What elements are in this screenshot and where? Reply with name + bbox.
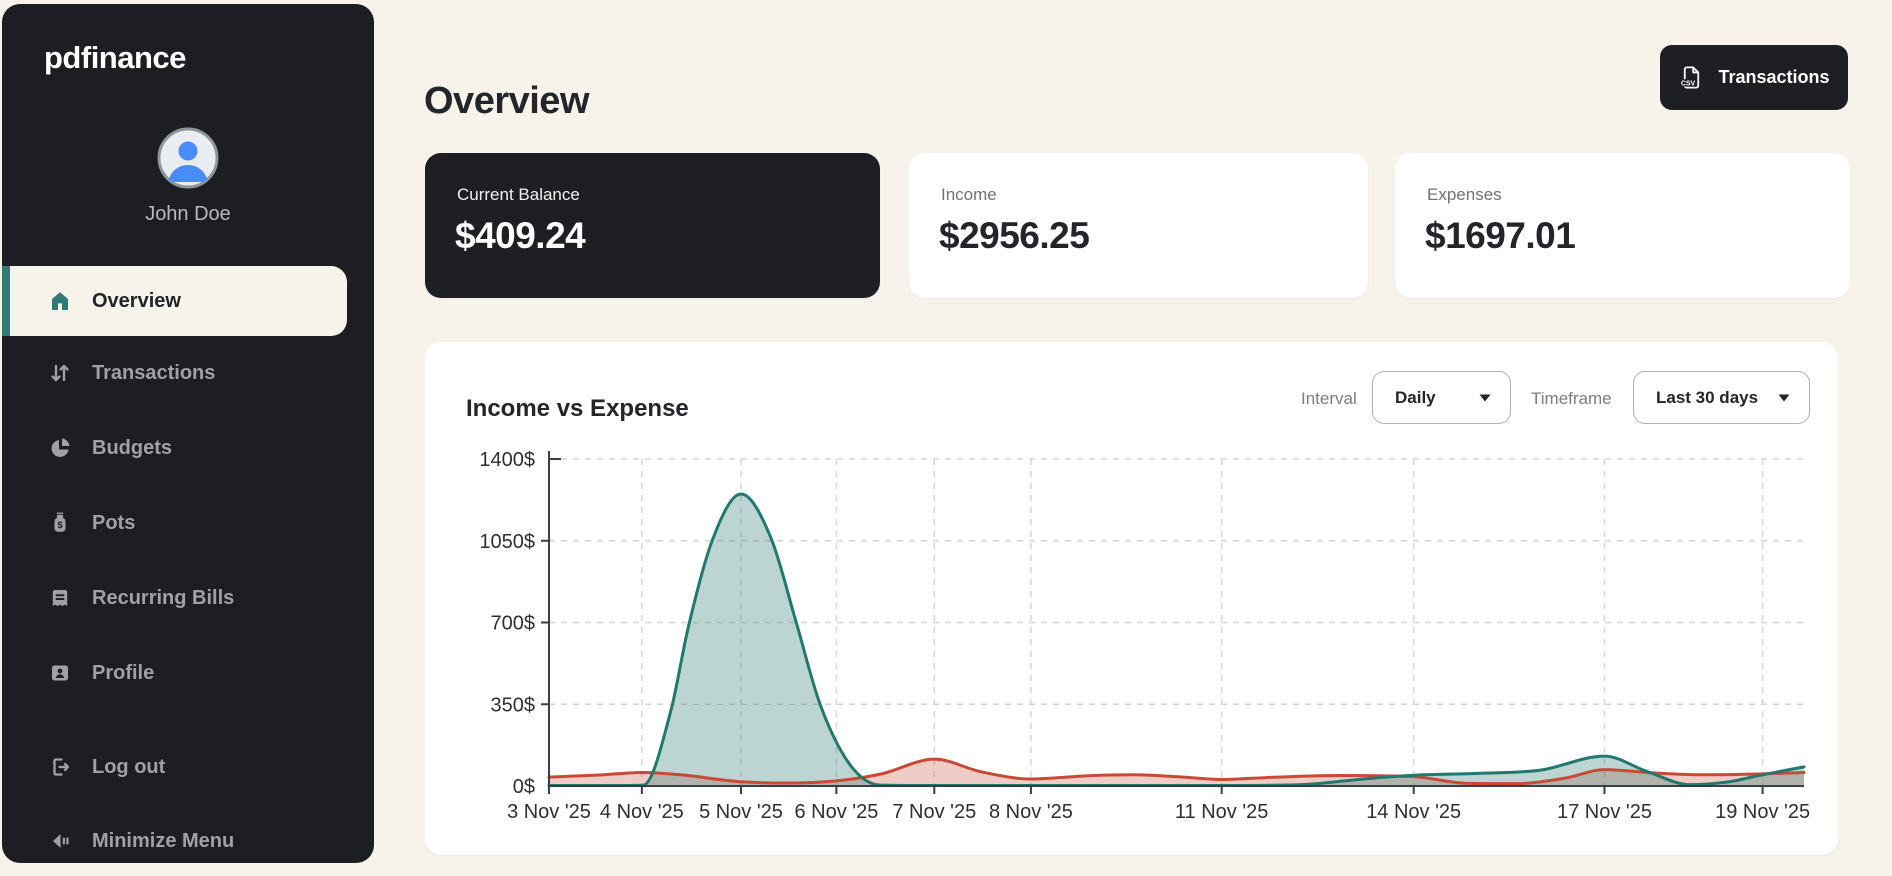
y-tick-label: 0$	[513, 776, 535, 798]
sidebar-item-budgets[interactable]: Budgets	[2, 413, 347, 483]
x-tick-label: 19 Nov '25	[1715, 801, 1810, 823]
card-label: Current Balance	[457, 185, 580, 204]
page-title: Overview	[424, 80, 590, 123]
card-value: $2956.25	[939, 215, 1090, 256]
id-card-icon	[52, 665, 68, 681]
active-accent-bar	[2, 266, 10, 336]
logout-icon	[53, 758, 70, 776]
sidebar-item-recurring-bills[interactable]: Recurring Bills	[2, 563, 347, 633]
card-label: Income	[941, 185, 997, 204]
y-tick-label: 350$	[491, 694, 536, 716]
x-tick-label: 7 Nov '25	[892, 801, 976, 823]
csv-file-icon: CSV	[1680, 66, 1700, 89]
chart-canvas: 0$ 350$ 700$ 1050$ 1400$ 3 Nov '25 4 Nov '25 5 …	[479, 449, 1810, 823]
x-tick-label: 5 Nov '25	[699, 801, 783, 823]
pie-chart-icon	[51, 438, 70, 457]
collapse-left-icon	[53, 834, 69, 848]
sidebar-item-label: Profile	[92, 661, 155, 684]
svg-text:CSV: CSV	[1681, 80, 1696, 87]
interval-select[interactable]: Daily	[1372, 371, 1511, 424]
arrows-up-down-icon	[51, 364, 69, 382]
user-block: John Doe	[2, 126, 374, 226]
sidebar-item-label: Overview	[92, 289, 181, 312]
sidebar-item-label: Recurring Bills	[92, 586, 235, 609]
timeframe-select[interactable]: Last 30 days	[1633, 371, 1810, 424]
x-tick-label: 4 Nov '25	[600, 801, 684, 823]
transactions-export-button[interactable]: CSV Transactions	[1660, 45, 1848, 110]
receipt-icon	[52, 590, 68, 606]
home-icon	[52, 292, 68, 310]
income-area	[549, 494, 1804, 786]
sidebar-item-label: Budgets	[92, 436, 172, 459]
x-tick-label: 14 Nov '25	[1366, 801, 1461, 823]
avatar	[156, 126, 220, 195]
sidebar-item-minimize-menu[interactable]: Minimize Menu	[2, 806, 347, 876]
svg-text:$: $	[57, 520, 63, 531]
sidebar-item-profile[interactable]: Profile	[2, 638, 347, 708]
sidebar-item-pots[interactable]: $ Pots	[2, 488, 347, 558]
chart-title: Income vs Expense	[466, 394, 689, 422]
timeframe-label: Timeframe	[1531, 389, 1612, 408]
sidebar-item-label: Transactions	[92, 361, 216, 384]
x-tick-label: 6 Nov '25	[794, 801, 878, 823]
sidebar-item-label: Pots	[92, 511, 136, 534]
card-label: Expenses	[1427, 185, 1502, 204]
y-tick-label: 1050$	[479, 531, 535, 553]
chevron-down-icon	[1479, 394, 1491, 401]
income-vs-expense-panel: Income vs Expense Interval Daily Timefra…	[425, 342, 1838, 855]
transactions-button-label: Transactions	[1718, 67, 1830, 87]
expenses-card: Expenses $1697.01	[1395, 153, 1850, 298]
interval-label: Interval	[1301, 389, 1357, 408]
sidebar-item-transactions[interactable]: Transactions	[2, 338, 347, 408]
user-name: John Doe	[145, 203, 231, 225]
current-balance-card: Current Balance $409.24	[425, 153, 880, 298]
x-tick-label: 17 Nov '25	[1557, 801, 1652, 823]
income-card: Income $2956.25	[909, 153, 1368, 298]
timeframe-value: Last 30 days	[1656, 387, 1759, 407]
sidebar-item-label: Minimize Menu	[92, 829, 235, 852]
interval-value: Daily	[1395, 387, 1436, 407]
sidebar: pdfinance John Doe Overview Transactions	[2, 4, 374, 863]
y-tick-label: 1400$	[479, 449, 535, 471]
card-value: $409.24	[455, 215, 586, 256]
money-pot-icon: $	[54, 512, 66, 532]
x-tick-label: 8 Nov '25	[989, 801, 1073, 823]
x-tick-label: 11 Nov '25	[1175, 801, 1269, 823]
sidebar-item-overview[interactable]: Overview	[2, 266, 347, 336]
chevron-down-icon	[1778, 394, 1790, 401]
expense-line	[547, 757, 1806, 786]
user-avatar-icon	[157, 127, 219, 189]
sidebar-item-label: Log out	[92, 755, 166, 778]
sidebar-item-logout[interactable]: Log out	[2, 732, 347, 802]
app-logo: pdfinance	[44, 40, 186, 75]
x-tick-label: 3 Nov '25	[507, 801, 591, 823]
y-tick-label: 700$	[491, 613, 536, 635]
card-value: $1697.01	[1425, 215, 1576, 256]
